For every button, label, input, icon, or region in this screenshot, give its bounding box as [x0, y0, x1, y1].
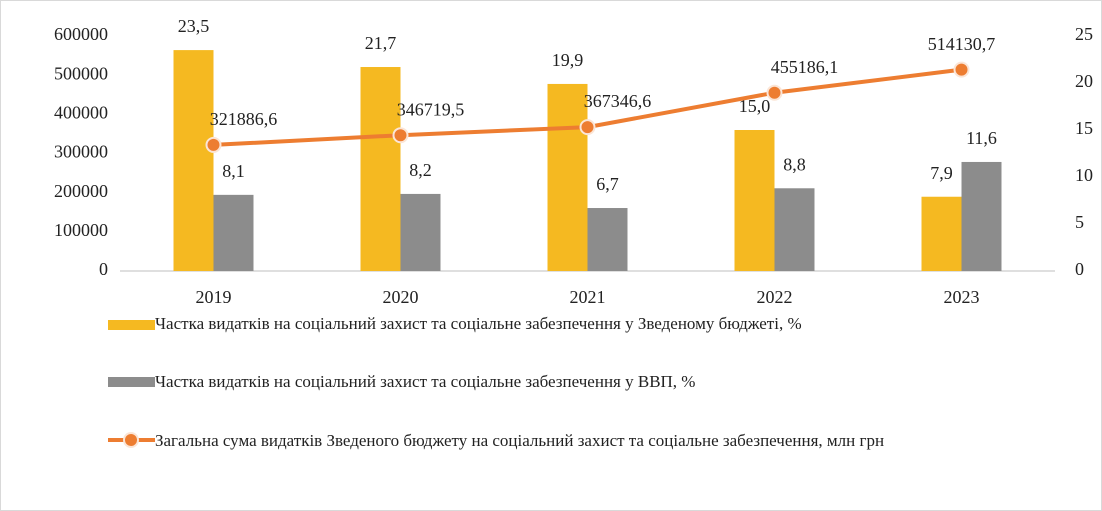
bar	[774, 188, 815, 271]
y-tick-label: 400000	[54, 102, 108, 122]
bar	[587, 208, 628, 271]
legend-key-marker	[123, 432, 139, 448]
y-tick-label: 200000	[54, 181, 108, 201]
data-label: 21,7	[365, 33, 397, 53]
y-tick-label: 600000	[54, 24, 108, 44]
bar	[213, 194, 254, 271]
data-label: 11,6	[966, 128, 997, 148]
data-label: 15,0	[739, 96, 771, 116]
line-marker	[953, 61, 970, 78]
bar	[547, 83, 588, 271]
data-label: 7,9	[930, 163, 953, 183]
data-label: 321886,6	[210, 109, 278, 129]
data-label: 23,5	[178, 16, 210, 36]
line-marker	[579, 119, 596, 136]
line-marker	[205, 136, 222, 153]
legend-key	[108, 320, 155, 330]
y-tick-label: 300000	[54, 142, 108, 162]
x-tick-label: 2020	[383, 287, 419, 307]
bar	[400, 193, 441, 271]
bar	[734, 130, 775, 271]
data-label: 8,1	[222, 161, 245, 181]
x-tick-label: 2021	[570, 287, 606, 307]
y-tick-label: 500000	[54, 63, 108, 83]
y-tick-label: 0	[99, 259, 108, 279]
line-marker	[392, 127, 409, 144]
legend-label: Загальна сума видатків Зведеного бюджету…	[155, 431, 885, 450]
data-label: 8,8	[783, 154, 806, 174]
data-label: 8,2	[409, 160, 432, 180]
data-label: 514130,7	[928, 34, 996, 54]
y2-tick-label: 20	[1075, 71, 1093, 91]
y2-tick-label: 25	[1075, 24, 1093, 44]
x-tick-label: 2023	[944, 287, 980, 307]
x-tick-label: 2019	[196, 287, 232, 307]
y2-tick-label: 10	[1075, 165, 1093, 185]
bar	[961, 161, 1002, 271]
legend-key	[108, 377, 155, 387]
line-marker	[766, 84, 783, 101]
y2-tick-label: 5	[1075, 212, 1084, 232]
bar	[173, 50, 214, 271]
y2-tick-label: 0	[1075, 259, 1084, 279]
data-label: 19,9	[552, 50, 584, 70]
legend-label: Частка видатків на соціальний захист та …	[155, 372, 696, 391]
x-tick-label: 2022	[757, 287, 793, 307]
data-label: 367346,6	[584, 91, 652, 111]
data-label: 346719,5	[397, 99, 465, 119]
y2-tick-label: 15	[1075, 118, 1093, 138]
bar	[921, 196, 962, 271]
data-label: 6,7	[596, 174, 619, 194]
data-label: 455186,1	[771, 57, 839, 77]
legend-label: Частка видатків на соціальний захист та …	[155, 314, 802, 333]
y-tick-label: 100000	[54, 220, 108, 240]
bar	[360, 67, 401, 272]
